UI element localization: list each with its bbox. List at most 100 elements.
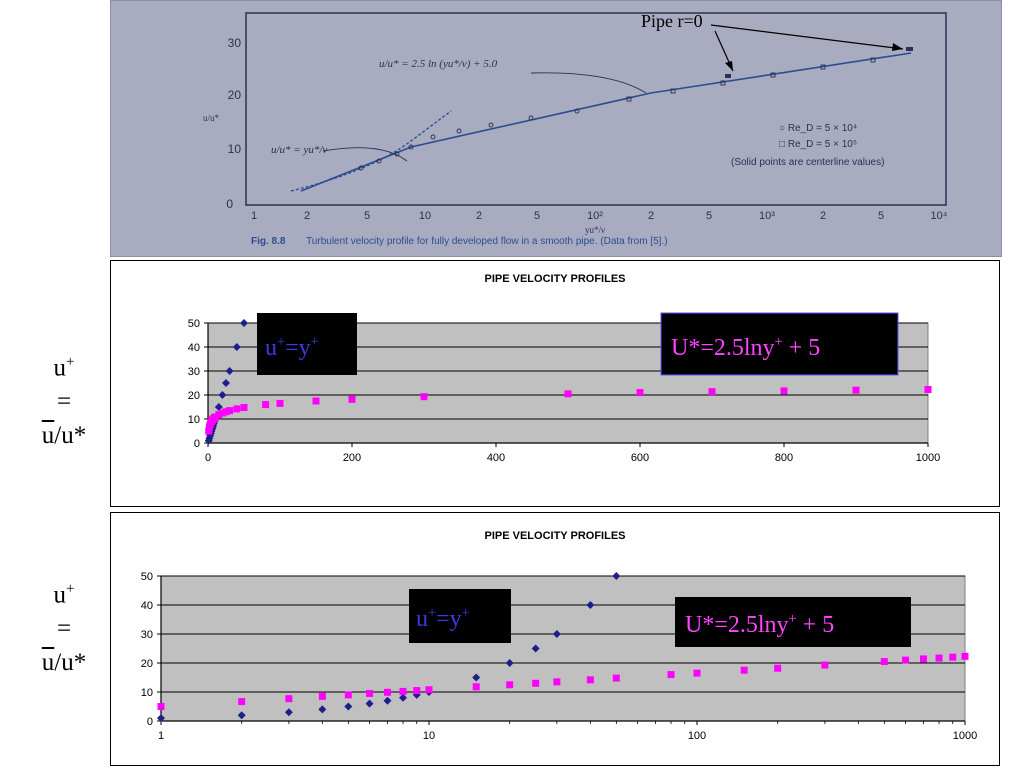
svg-text:Fig. 8.8 Turbulent veloc: Fig. 8.8 Turbulent velocity profile for … bbox=[251, 236, 668, 247]
chart-1-series-0-point-13 bbox=[225, 367, 234, 375]
scan-data-points bbox=[358, 57, 876, 171]
scan-xtick-10000: 10⁴ bbox=[931, 210, 948, 222]
chart-1-series-1-point-14 bbox=[233, 405, 241, 413]
pipe-r0-annotation: Pipe r=0 bbox=[641, 11, 703, 31]
chart-1-ytick-50: 50 bbox=[188, 318, 200, 330]
chart-2-series-1-point-15 bbox=[612, 674, 620, 682]
chart-2-series-1-point-19 bbox=[774, 664, 782, 672]
chart-2-series-1-point-10 bbox=[472, 683, 480, 691]
chart-2-series-0-point-12 bbox=[531, 644, 540, 653]
chart-1-series-1-point-18 bbox=[312, 397, 320, 405]
chart-2-xtick-100: 100 bbox=[688, 730, 706, 742]
chart-1-series-1-point-24 bbox=[780, 387, 788, 395]
scan-xtick-5d: 5 bbox=[878, 210, 884, 222]
chart-1-series-1-point-0 bbox=[205, 427, 213, 435]
chart-1-series-1-point-22 bbox=[636, 389, 644, 397]
chart-1-annotation-box-1 bbox=[660, 312, 899, 376]
chart-2-annotation-0: u+=y+ bbox=[416, 605, 470, 632]
chart-2-series-1-point-20 bbox=[821, 661, 829, 669]
chart-2-series-1-point-17 bbox=[693, 669, 701, 677]
chart-2-series-1-point-14 bbox=[586, 676, 594, 684]
chart-2-series-1-point-7 bbox=[399, 687, 407, 695]
chart-2-series-1-point-12 bbox=[532, 679, 540, 687]
chart-2-series-1-point-24 bbox=[935, 654, 943, 662]
chart-1-annotation-box-0 bbox=[257, 313, 357, 375]
scan-xtick-2b: 2 bbox=[476, 210, 482, 222]
chart-1-series-1-point-17 bbox=[276, 399, 284, 407]
chart-2-series-0-point-1 bbox=[237, 711, 246, 720]
chart-1-annotation-1: U*=2.5lny+ + 5 bbox=[671, 334, 820, 361]
chart-2-series-1-point-16 bbox=[667, 671, 675, 679]
chart-2-ytick-40: 40 bbox=[141, 600, 153, 612]
scan-xtick-10: 10 bbox=[419, 210, 431, 222]
chart-2-series-0-point-0 bbox=[157, 714, 165, 723]
chart-panel-linear: PIPE VELOCITY PROFILES 0 10 20 30 40 50 0 200 400… bbox=[110, 260, 1000, 507]
chart-2-xtick-1: 1 bbox=[158, 730, 164, 742]
scan-xtick-5c: 5 bbox=[706, 210, 712, 222]
scan-legend-1: ○ Re_D = 5 × 10⁴ bbox=[779, 123, 857, 134]
chart-2-series-1-point-9 bbox=[425, 686, 433, 694]
scan-legend-3: (Solid points are centerline values) bbox=[731, 157, 884, 168]
scan-xtick-1: 1 bbox=[251, 210, 257, 222]
scan-xtick-100: 10² bbox=[587, 210, 603, 222]
chart-1-series-0-point-10 bbox=[214, 403, 223, 411]
scan-x-axis-label: yu*/ν bbox=[585, 225, 605, 235]
scan-ytick-0: 0 bbox=[226, 197, 233, 211]
scan-caption-text: Turbulent velocity profile for fully dev… bbox=[306, 236, 667, 247]
scan-plot-frame bbox=[245, 12, 947, 206]
chart-1-xtick-400: 400 bbox=[487, 452, 505, 464]
chart-2-series-1-point-6 bbox=[383, 688, 391, 696]
chart-2-annotation-box-1 bbox=[675, 597, 911, 647]
chart-1-ytick-20: 20 bbox=[188, 390, 200, 402]
chart-2-series-0-point-5 bbox=[365, 699, 374, 708]
scan-xtick-1000: 10³ bbox=[759, 210, 775, 222]
chart-2-series-0-point-6 bbox=[383, 696, 392, 705]
chart-2-series-1-point-2 bbox=[285, 695, 293, 703]
chart-1-title: PIPE VELOCITY PROFILES bbox=[485, 273, 626, 285]
chart-1-series-1-point-9 bbox=[211, 413, 219, 421]
chart-2-series-0-point-2 bbox=[284, 708, 293, 717]
chart-1-ytick-30: 30 bbox=[188, 366, 200, 378]
chart-1-xtick-0: 0 bbox=[205, 452, 211, 464]
chart-2-series-1-point-22 bbox=[902, 656, 910, 664]
chart-1-xtick-800: 800 bbox=[775, 452, 793, 464]
chart-2-series-1-point-5 bbox=[366, 689, 374, 697]
scan-xtick-5: 5 bbox=[364, 210, 370, 222]
scan-log-law-line bbox=[300, 52, 912, 192]
chart-2-ytick-50: 50 bbox=[141, 571, 153, 583]
chart-1-series-1-point-20 bbox=[420, 393, 428, 401]
chart-2-series-1-point-0 bbox=[157, 703, 165, 710]
y-axis-label-top: u+ = u/u* bbox=[41, 354, 87, 450]
chart-2-annotation-1: U*=2.5lny+ + 5 bbox=[685, 611, 834, 638]
chart-1-ytick-40: 40 bbox=[188, 342, 200, 354]
chart-1-series-1-point-16 bbox=[262, 401, 270, 409]
chart-2-ytick-30: 30 bbox=[141, 629, 153, 641]
chart-1-ytick-0: 0 bbox=[194, 438, 200, 450]
chart-2-title: PIPE VELOCITY PROFILES bbox=[485, 530, 626, 542]
scan-centerline-point-2 bbox=[906, 47, 913, 51]
chart-2-series-0-point-14 bbox=[586, 601, 595, 609]
chart-2-series-1-point-21 bbox=[880, 658, 888, 666]
chart-1-xtick-600: 600 bbox=[631, 452, 649, 464]
chart-2-series-0-point-10 bbox=[472, 673, 481, 682]
chart-1-series-1-point-25 bbox=[852, 386, 860, 394]
chart-2-series-1-point-8 bbox=[413, 687, 421, 695]
chart-2-series-0-point-11 bbox=[505, 659, 514, 667]
chart-1-series-1-point-19 bbox=[348, 395, 356, 403]
scan-xtick-5b: 5 bbox=[534, 210, 540, 222]
chart-2-xtick-10: 10 bbox=[423, 730, 435, 742]
chart-2-series-1-point-4 bbox=[344, 691, 352, 699]
chart-1-series-0-point-11 bbox=[218, 391, 227, 399]
chart-2-series-0-point-13 bbox=[552, 630, 561, 638]
chart-1-series-0-point-15 bbox=[240, 319, 248, 327]
chart-panel-log: PIPE VELOCITY PROFILES 0 10 20 30 40 50 1 10 100 1… bbox=[110, 512, 1000, 766]
scan-y-axis-label: u/u* bbox=[203, 113, 220, 123]
chart-1-annotation-0: u+=y+ bbox=[265, 334, 319, 361]
chart-1-series-1-point-23 bbox=[708, 388, 716, 396]
chart-2-series-0-point-7 bbox=[399, 693, 408, 702]
chart-2-ytick-0: 0 bbox=[147, 716, 153, 728]
chart-1-series-1-point-26 bbox=[924, 385, 932, 393]
chart-2-series-1-point-18 bbox=[740, 666, 748, 674]
chart-1-series-1-point-10 bbox=[215, 411, 223, 419]
scan-xtick-2: 2 bbox=[304, 210, 310, 222]
